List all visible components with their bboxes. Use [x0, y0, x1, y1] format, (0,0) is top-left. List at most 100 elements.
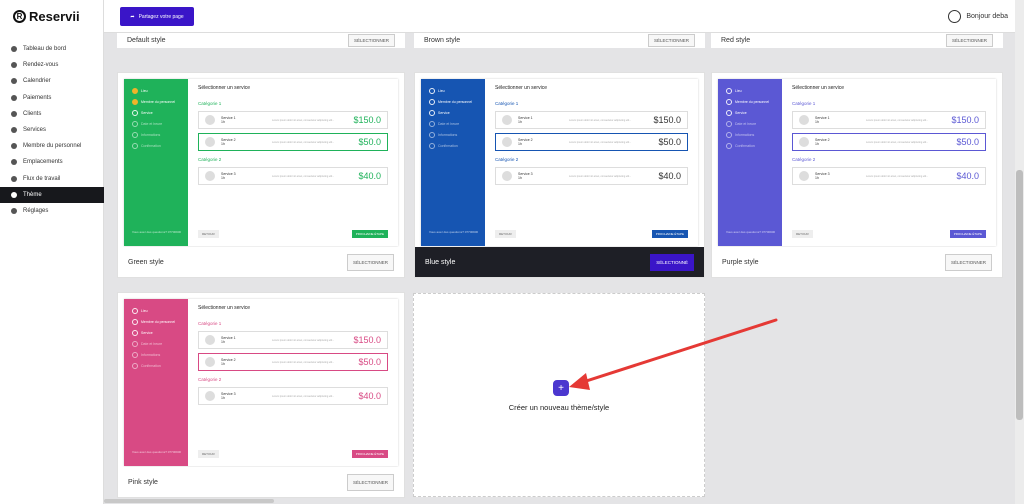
preview-service-row: Service 3 1h Lorem ipsum dolor sit amet, c…: [198, 167, 388, 185]
select-button[interactable]: SÉLECTIONNER: [944, 253, 992, 271]
sidebar-nav: Tableau de bord Rendez-vous Calendrier P…: [0, 41, 104, 219]
user-menu[interactable]: Bonjour deba: [948, 10, 1008, 23]
sidebar-item-rendez-vous[interactable]: Rendez-vous: [0, 57, 104, 73]
preview-category: Catégorie 2: [792, 157, 816, 162]
preview-category: Catégorie 2: [198, 377, 222, 382]
share-page-button[interactable]: ➦ Partagez votre page: [120, 7, 194, 26]
preview-step: Lieu: [124, 305, 188, 316]
preview-service-row: Service 1 1h Lorem ipsum dolor sit amet, c…: [495, 111, 688, 129]
sidebar-item-reglages[interactable]: Réglages: [0, 203, 104, 219]
preview-step: Informations: [124, 349, 188, 360]
preview-main: Sélectionner un service Catégorie 1 Serv…: [188, 79, 398, 246]
theme-card-brown: Brown style SÉLECTIONNER: [414, 33, 705, 48]
sidebar-item-membre[interactable]: Membre du personnel: [0, 138, 104, 154]
step-icon: [132, 329, 138, 336]
share-label: Partagez votre page: [138, 13, 184, 20]
calendar-icon: [11, 78, 17, 85]
preview-sidebar: Lieu Membre du personnel Service Date et he…: [124, 79, 188, 246]
logo-icon: R: [13, 10, 26, 23]
sidebar-item-label: Rendez-vous: [23, 62, 59, 69]
step-icon: [132, 142, 138, 149]
preview-step: Informations: [124, 129, 188, 140]
preview-back-button: RETOUR: [495, 230, 516, 238]
preview-step: Membre du personnel: [124, 316, 188, 327]
add-theme-button[interactable]: +: [553, 380, 569, 396]
share-icon: ➦: [130, 13, 135, 20]
preview-title: Sélectionner un service: [495, 85, 547, 91]
brush-icon: [11, 191, 17, 198]
preview-service-row: Service 2 1h Lorem ipsum dolor sit amet, c…: [198, 133, 388, 151]
step-icon: [132, 131, 138, 138]
step-icon: [429, 120, 435, 127]
preview-step: Membre du personnel: [124, 96, 188, 107]
preview-service-row: Service 1 1h Lorem ipsum dolor sit amet, c…: [198, 331, 388, 349]
theme-card-green: Lieu Membre du personnel Service Date et he…: [117, 72, 405, 278]
preview-service-row: Service 2 1h Lorem ipsum dolor sit amet, c…: [198, 353, 388, 371]
sidebar-item-label: Services: [23, 127, 47, 134]
preview-service-row: Service 2 1h Lorem ipsum dolor sit amet, c…: [792, 133, 986, 151]
service-icon: [205, 357, 215, 367]
preview-step: Membre du personnel: [421, 96, 485, 107]
sidebar-item-theme[interactable]: Thème: [0, 186, 104, 203]
select-button[interactable]: SÉLECTIONNER: [647, 34, 695, 47]
create-theme-card[interactable]: + Créer un nouveau thème/style: [413, 293, 705, 497]
sidebar-item-label: Calendrier: [23, 78, 51, 85]
select-button[interactable]: SÉLECTIONNER: [945, 34, 993, 47]
sidebar: R Reservii Tableau de bord Rendez-vous C…: [0, 0, 104, 504]
sidebar-item-calendrier[interactable]: Calendrier: [0, 73, 104, 89]
logo[interactable]: R Reservii: [13, 9, 80, 24]
sidebar-item-paiements[interactable]: Paiements: [0, 90, 104, 106]
select-button[interactable]: SÉLECTIONNER: [346, 253, 394, 271]
list-icon: [11, 127, 17, 134]
users-icon: [11, 110, 17, 117]
preview-step: Confirmation: [421, 140, 485, 151]
step-icon: [132, 120, 138, 127]
preview-title: Sélectionner un service: [198, 85, 250, 91]
theme-name: Green style: [128, 258, 164, 266]
preview-step: Date et heure: [718, 118, 782, 129]
preview-next-button: PROCHAINE ÉTAPE: [351, 230, 388, 238]
step-icon: [429, 87, 435, 94]
preview-step: Service: [124, 107, 188, 118]
step-icon: [429, 131, 435, 138]
preview-category: Catégorie 1: [198, 101, 222, 106]
theme-label-bar: Pink style SÉLECTIONNER: [118, 467, 404, 497]
select-button[interactable]: SÉLECTIONNER: [347, 34, 395, 47]
preview-step: Service: [718, 107, 782, 118]
sidebar-item-label: Paiements: [23, 94, 52, 101]
select-button[interactable]: SÉLECTIONNER: [346, 473, 394, 491]
preview-back-button: RETOUR: [198, 450, 219, 458]
sidebar-item-label: Emplacements: [23, 159, 63, 166]
sidebar-item-clients[interactable]: Clients: [0, 106, 104, 122]
service-icon: [502, 137, 512, 147]
preview-main: Sélectionner un service Catégorie 1 Serv…: [782, 79, 996, 246]
dashboard-icon: [11, 46, 17, 53]
preview-title: Sélectionner un service: [792, 85, 844, 91]
step-icon: [132, 340, 138, 347]
sidebar-item-services[interactable]: Services: [0, 122, 104, 138]
sidebar-item-emplacements[interactable]: Emplacements: [0, 154, 104, 170]
preview-service-row: Service 3 1h Lorem ipsum dolor sit amet, c…: [792, 167, 986, 185]
preview-category: Catégorie 2: [198, 157, 222, 162]
preview-next-button: PROCHAINE ÉTAPE: [651, 230, 688, 238]
user-icon: [11, 143, 17, 150]
theme-preview: Lieu Membre du personnel Service Date et he…: [421, 79, 698, 246]
step-icon: [726, 142, 732, 149]
horizontal-scrollbar[interactable]: [104, 499, 274, 503]
preview-step: Date et heure: [421, 118, 485, 129]
theme-label-bar: Purple style SÉLECTIONNER: [712, 247, 1002, 277]
scroll-thumb[interactable]: [1016, 170, 1023, 420]
preview-step: Date et heure: [124, 338, 188, 349]
preview-next-button: PROCHAINE ÉTAPE: [949, 230, 986, 238]
select-button[interactable]: SÉLECTIONNÉ: [650, 253, 694, 271]
preview-step: Lieu: [718, 85, 782, 96]
preview-main: Sélectionner un service Catégorie 1 Serv…: [188, 299, 398, 466]
sidebar-item-tableau-de-bord[interactable]: Tableau de bord: [0, 41, 104, 57]
sidebar-item-flux[interactable]: Flux de travail: [0, 171, 104, 187]
step-icon: [132, 307, 138, 314]
preview-step: Service: [421, 107, 485, 118]
preview-next-button: PROCHAINE ÉTAPE: [351, 450, 388, 458]
payment-icon: [11, 94, 17, 101]
vertical-scrollbar[interactable]: [1015, 0, 1024, 504]
theme-preview: Lieu Membre du personnel Service Date et he…: [124, 299, 398, 466]
